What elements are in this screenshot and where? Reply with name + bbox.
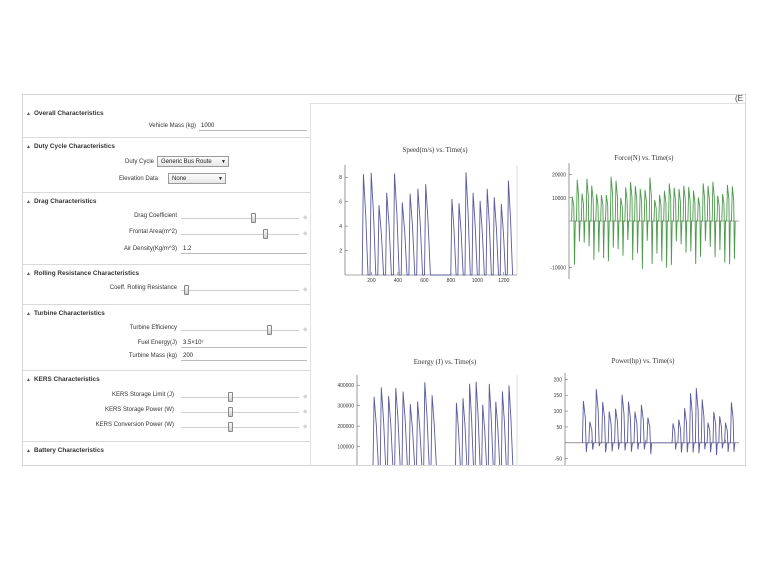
series-line — [581, 388, 736, 456]
plus-icon[interactable]: ⊕ — [303, 287, 308, 293]
x-tick-label: 1200 — [498, 278, 509, 284]
turbine-section-header[interactable]: ▲ Turbine Characteristics — [26, 310, 105, 317]
elevation-dropdown[interactable]: None ▼ — [168, 173, 226, 184]
chevron-down-icon: ▼ — [218, 176, 223, 182]
kers-storage-limit-slider[interactable] — [227, 392, 233, 402]
y-tick-label: -10000 — [550, 265, 566, 271]
drag-coefficient-label: Drag Coefficient — [134, 213, 177, 219]
vehicle-mass-field[interactable]: 1000 — [199, 122, 307, 131]
x-tick-label: 1000 — [472, 278, 483, 284]
turbine-mass-field[interactable]: 200 — [181, 352, 307, 361]
air-density-label: Air Density(Kg/m^3) — [123, 246, 177, 252]
turbine-efficiency-slider[interactable] — [266, 325, 272, 335]
power-chart-title: Power(hp) vs. Time(s) — [611, 357, 675, 365]
y-tick-label: 400000 — [337, 383, 354, 389]
y-tick-label: 20000 — [552, 173, 566, 179]
x-tick-label: 400 — [394, 278, 403, 284]
collapse-triangle-icon: ▲ — [26, 448, 31, 454]
kers-storage-limit-label: KERS Storage Limit (J) — [111, 392, 174, 398]
app-window: (E ▲ Overall Characteristics Vehicle Mass… — [22, 94, 746, 466]
collapse-triangle-icon: ▲ — [26, 377, 31, 383]
drag-coefficient-track — [181, 218, 299, 219]
overall-section-header[interactable]: ▲ Overall Characteristics — [26, 110, 104, 117]
series-line — [361, 172, 514, 276]
kers-conversion-power-track — [181, 427, 299, 428]
kers-conversion-power-label: KERS Conversion Power (W) — [95, 422, 174, 428]
x-tick-label: 600 — [420, 278, 429, 284]
speed-chart: 2 4 6 8 200 400 600 800 1000 1200 — [339, 165, 518, 284]
frontal-area-slider[interactable] — [262, 229, 268, 239]
y-tick-label: 8 — [339, 175, 342, 181]
series-line — [372, 381, 514, 465]
rolling-section-header[interactable]: ▲ Rolling Resistance Characteristics — [26, 270, 140, 277]
y-tick-label: 100 — [554, 409, 563, 415]
y-tick-label: 2 — [339, 249, 342, 255]
kers-storage-limit-track — [181, 397, 299, 398]
kers-storage-power-track — [181, 412, 299, 413]
rolling-resistance-slider[interactable] — [183, 285, 189, 295]
y-tick-label: 200 — [554, 377, 563, 383]
frontal-area-label: Frontal Area(m^2) — [129, 229, 177, 235]
elevation-label: Elevation Data — [118, 176, 158, 182]
frontal-area-track — [181, 234, 299, 235]
y-tick-label: 6 — [339, 200, 342, 206]
force-chart: -10000 10000 20000 — [550, 163, 739, 279]
rolling-resistance-track — [181, 290, 299, 291]
collapse-triangle-icon: ▲ — [26, 144, 31, 150]
rolling-resistance-label: Coeff. Rolling Resistance — [109, 285, 177, 291]
duty-cycle-section-header[interactable]: ▲ Duty Cycle Characteristics — [26, 143, 115, 150]
y-tick-label: 100000 — [337, 445, 354, 451]
plus-icon[interactable]: ⊕ — [303, 409, 308, 415]
plus-icon[interactable]: ⊕ — [303, 215, 308, 221]
energy-chart: 100000 200000 300000 400000 — [337, 375, 518, 465]
kers-section-header[interactable]: ▲ KERS Characteristics — [26, 376, 100, 383]
collapse-triangle-icon: ▲ — [26, 271, 31, 277]
collapse-triangle-icon: ▲ — [26, 311, 31, 317]
y-tick-label: 10000 — [552, 196, 566, 202]
kers-storage-power-label: KERS Storage Power (W) — [104, 407, 174, 413]
y-tick-label: 150 — [554, 393, 563, 399]
vehicle-mass-label: Vehicle Mass (kg) — [148, 123, 196, 129]
speed-chart-title: Speed(m/s) vs. Time(s) — [402, 146, 468, 154]
series-line — [571, 176, 736, 269]
fuel-energy-label: Fuel Energy(J) — [137, 340, 177, 346]
drag-coefficient-slider[interactable] — [251, 213, 257, 223]
plus-icon[interactable]: ⊕ — [303, 327, 308, 333]
energy-chart-title: Energy (J) vs. Time(s) — [413, 358, 477, 366]
turbine-efficiency-label: Turbine Efficiency — [129, 325, 177, 331]
plus-icon[interactable]: ⊕ — [303, 231, 308, 237]
battery-section-header[interactable]: ▲ Battery Characteristics — [26, 447, 104, 454]
force-chart-title: Force(N) vs. Time(s) — [614, 154, 674, 162]
control-panel: ▲ Overall Characteristics Vehicle Mass (k… — [23, 104, 311, 465]
plus-icon[interactable]: ⊕ — [303, 424, 308, 430]
fuel-energy-field[interactable]: 3.5×10⁷ — [181, 339, 307, 348]
x-tick-label: 200 — [367, 278, 376, 284]
y-tick-label: -50 — [555, 457, 562, 463]
y-tick-label: 4 — [339, 224, 342, 230]
chevron-down-icon: ▼ — [221, 159, 226, 165]
power-chart: -505010015020020040060080010001200 — [554, 373, 739, 465]
corner-button[interactable]: (E — [735, 94, 743, 103]
turbine-efficiency-track — [181, 330, 299, 331]
collapse-triangle-icon: ▲ — [26, 111, 31, 117]
y-tick-label: 50 — [556, 425, 562, 431]
kers-conversion-power-slider[interactable] — [227, 422, 233, 432]
x-tick-label: 800 — [447, 278, 456, 284]
collapse-triangle-icon: ▲ — [26, 199, 31, 205]
air-density-field[interactable]: 1.2 — [181, 245, 307, 254]
turbine-mass-label: Turbine Mass (kg) — [128, 353, 177, 359]
plus-icon[interactable]: ⊕ — [303, 394, 308, 400]
output-toolbar: (E — [309, 95, 745, 104]
y-tick-label: 300000 — [337, 404, 354, 410]
duty-cycle-dropdown[interactable]: Generic Bus Route ▼ — [157, 156, 229, 167]
kers-storage-power-slider[interactable] — [227, 407, 233, 417]
duty-cycle-label: Duty Cycle — [124, 159, 154, 165]
y-tick-label: 200000 — [337, 424, 354, 430]
drag-section-header[interactable]: ▲ Drag Characteristics — [26, 198, 97, 205]
